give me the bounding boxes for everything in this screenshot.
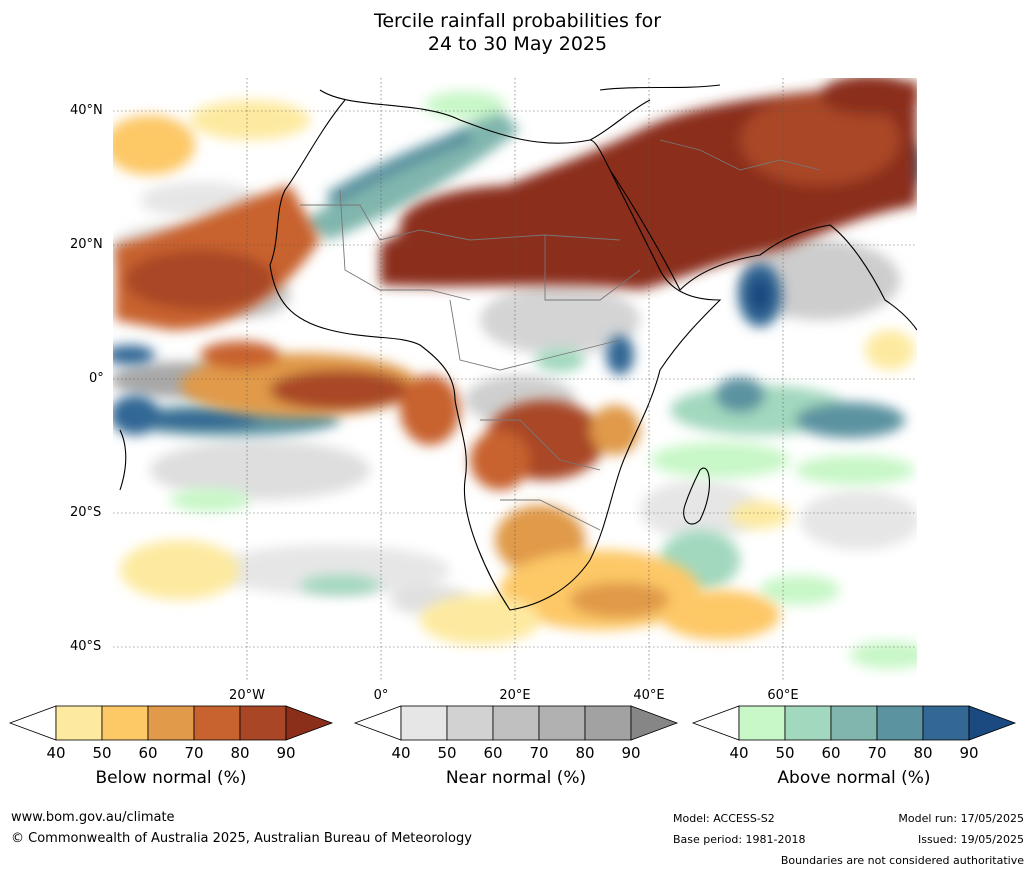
colorbar-below-normal xyxy=(8,705,334,741)
title-line-1: Tercile rainfall probabilities for xyxy=(373,10,662,32)
lon-label-20w: 20°W xyxy=(229,688,265,703)
colorbar-tick-label: 50 xyxy=(92,744,112,762)
colorbar-segment xyxy=(400,705,448,741)
black-sea-coast xyxy=(599,84,721,91)
colorbar-segment xyxy=(8,705,57,741)
colorbar-segment xyxy=(922,705,970,741)
colorbar-title: Near normal (%) xyxy=(445,768,587,788)
colorbar-segment xyxy=(353,705,402,741)
lon-label-0: 0° xyxy=(373,688,389,703)
lon-label-20e: 20°E xyxy=(499,688,531,703)
colorbar-tick-label: 80 xyxy=(913,744,933,762)
lat-label-40n: 40°N xyxy=(70,103,103,118)
country-borders xyxy=(300,139,821,531)
colorbar-segment xyxy=(239,705,287,741)
colorbar-tick-label: 90 xyxy=(621,744,641,762)
colorbar-segment xyxy=(784,705,832,741)
colorbar-segment xyxy=(538,705,586,741)
lon-label-40e: 40°E xyxy=(633,688,665,703)
colorbar-segment xyxy=(968,705,1017,741)
colorbar-near-normal xyxy=(353,705,679,741)
colorbar-tick-label: 70 xyxy=(184,744,204,762)
colorbar-segment xyxy=(630,705,679,741)
colorbar-segment xyxy=(738,705,786,741)
footer-copyright: © Commonwealth of Australia 2025, Austra… xyxy=(11,831,472,846)
colorbar-tick-label: 90 xyxy=(276,744,296,762)
colorbar-segment xyxy=(193,705,241,741)
title-line-2: 24 to 30 May 2025 xyxy=(427,33,608,55)
footer-base-period: Base period: 1981-2018 xyxy=(673,833,806,846)
colorbar-tick-label: 80 xyxy=(575,744,595,762)
arabia-india-coast xyxy=(609,169,917,331)
colorbar-tick-label: 60 xyxy=(821,744,841,762)
footer-model: Model: ACCESS-S2 xyxy=(673,812,775,825)
colorbar-segment xyxy=(147,705,195,741)
africa-coast xyxy=(269,99,722,611)
colorbar-tick-label: 40 xyxy=(729,744,749,762)
footer-website: www.bom.gov.au/climate xyxy=(11,810,175,825)
colorbar-segment xyxy=(492,705,540,741)
colorbar-tick-label: 50 xyxy=(775,744,795,762)
lat-label-20n: 20°N xyxy=(70,237,103,252)
colorbar-segment xyxy=(101,705,149,741)
colorbar-segment xyxy=(584,705,632,741)
colorbar-title: Below normal (%) xyxy=(95,768,247,788)
colorbar-tick-label: 70 xyxy=(529,744,549,762)
colorbar-tick-label: 40 xyxy=(46,744,66,762)
colorbar-tick-label: 90 xyxy=(959,744,979,762)
lon-label-60e: 60°E xyxy=(767,688,799,703)
colorbar-above-normal xyxy=(691,705,1017,741)
lat-label-20s: 20°S xyxy=(70,505,102,520)
colorbar-segment xyxy=(446,705,494,741)
colorbar-title: Above normal (%) xyxy=(777,768,931,788)
mediterranean-coast xyxy=(319,89,651,144)
colorbar-segment xyxy=(285,705,334,741)
lat-label-40s: 40°S xyxy=(70,639,102,654)
coastlines xyxy=(119,84,917,611)
footer-model-run: Model run: 17/05/2025 xyxy=(898,812,1024,825)
colorbar-tick-label: 80 xyxy=(230,744,250,762)
gridlines xyxy=(113,78,917,681)
below-normal-field xyxy=(113,78,917,645)
colorbar-segment xyxy=(830,705,878,741)
colorbar-tick-label: 60 xyxy=(138,744,158,762)
colorbar-tick-label: 50 xyxy=(437,744,457,762)
colorbar-segment xyxy=(876,705,924,741)
lat-label-0: 0° xyxy=(89,371,104,386)
colorbar-segment xyxy=(55,705,103,741)
colorbar-tick-label: 40 xyxy=(391,744,411,762)
footer-boundaries-note: Boundaries are not considered authoritat… xyxy=(780,854,1024,867)
chart-title: Tercile rainfall probabilities for 24 to… xyxy=(0,10,1035,56)
south-america-coast xyxy=(119,429,127,491)
colorbar-tick-label: 70 xyxy=(867,744,887,762)
colorbar-tick-label: 60 xyxy=(483,744,503,762)
colorbar-segment xyxy=(691,705,740,741)
footer-issued: Issued: 19/05/2025 xyxy=(917,833,1024,846)
madagascar-coast xyxy=(683,467,711,525)
